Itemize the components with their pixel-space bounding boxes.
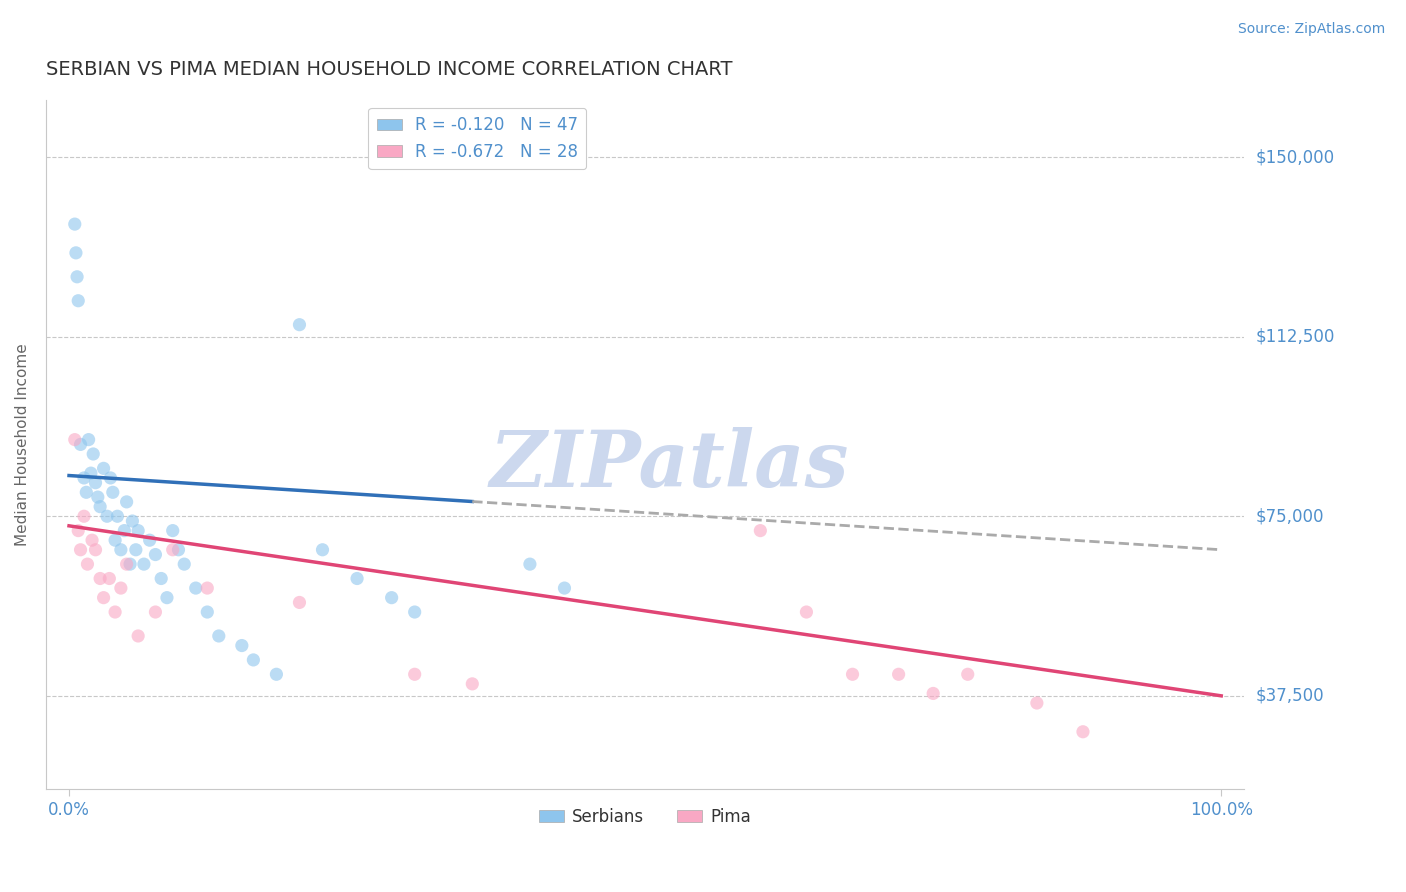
Point (184, 581, 207, 595)
Point (115, 495, 138, 509)
Point (125, 542, 148, 557)
Point (87, 490, 110, 504)
Text: ZIPatlas: ZIPatlas (489, 427, 849, 503)
Point (922, 686, 945, 700)
Point (887, 667, 910, 681)
Point (110, 581, 132, 595)
Point (84, 542, 107, 557)
Text: $75,000: $75,000 (1256, 508, 1324, 525)
Text: $112,500: $112,500 (1256, 327, 1334, 346)
Point (63, 433, 86, 447)
Text: $150,000: $150,000 (1256, 148, 1334, 166)
Point (89, 572, 111, 586)
Point (110, 542, 132, 557)
Point (66, 269, 89, 284)
Point (956, 667, 979, 681)
Point (82, 447, 104, 461)
Point (77, 433, 100, 447)
Point (73, 509, 96, 524)
Point (288, 318, 311, 332)
Point (69, 437, 91, 451)
Text: $37,500: $37,500 (1256, 687, 1324, 705)
Point (231, 639, 253, 653)
Point (242, 653, 264, 667)
Point (162, 542, 184, 557)
Text: Source: ZipAtlas.com: Source: ZipAtlas.com (1237, 22, 1385, 37)
Point (127, 629, 149, 643)
Point (67, 293, 90, 308)
Point (404, 605, 426, 619)
Point (65, 245, 87, 260)
Point (69, 542, 91, 557)
Point (173, 557, 195, 571)
Point (104, 605, 127, 619)
Point (93, 461, 115, 475)
Point (288, 595, 311, 609)
Point (150, 572, 173, 586)
Point (311, 542, 333, 557)
Point (553, 581, 575, 595)
Point (145, 548, 167, 562)
Point (1025, 696, 1047, 710)
Point (84, 475, 107, 490)
Point (76, 557, 98, 571)
Point (120, 557, 142, 571)
Point (346, 572, 368, 586)
Point (93, 591, 115, 605)
Y-axis label: Median Household Income: Median Household Income (15, 343, 30, 546)
Point (89, 500, 111, 514)
Legend: Serbians, Pima: Serbians, Pima (531, 801, 758, 832)
Point (63, 217, 86, 231)
Point (519, 557, 541, 571)
Point (67, 524, 90, 538)
Point (96, 509, 118, 524)
Point (73, 471, 96, 485)
Point (796, 605, 818, 619)
Point (107, 509, 129, 524)
Point (145, 605, 167, 619)
Point (167, 542, 190, 557)
Point (101, 485, 124, 500)
Point (404, 667, 426, 681)
Point (138, 533, 160, 548)
Point (841, 667, 863, 681)
Point (121, 514, 143, 528)
Point (127, 524, 149, 538)
Point (749, 524, 772, 538)
Point (132, 557, 155, 571)
Point (195, 581, 218, 595)
Point (162, 524, 184, 538)
Point (115, 557, 138, 571)
Point (75, 485, 97, 500)
Point (100, 471, 122, 485)
Point (112, 524, 135, 538)
Point (156, 591, 179, 605)
Text: SERBIAN VS PIMA MEDIAN HOUSEHOLD INCOME CORRELATION CHART: SERBIAN VS PIMA MEDIAN HOUSEHOLD INCOME … (46, 60, 733, 78)
Point (381, 591, 404, 605)
Point (80, 533, 103, 548)
Point (98, 572, 121, 586)
Point (195, 605, 218, 619)
Point (266, 667, 288, 681)
Point (461, 677, 484, 691)
Point (104, 533, 127, 548)
Point (1071, 724, 1094, 739)
Point (208, 629, 231, 643)
Point (80, 466, 103, 480)
